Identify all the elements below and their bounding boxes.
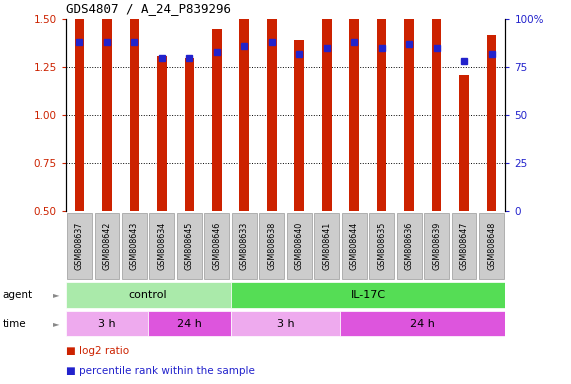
Text: GSM808640: GSM808640 [295,222,304,270]
Text: GSM808642: GSM808642 [102,222,111,270]
Text: IL-17C: IL-17C [351,290,385,300]
Bar [452,213,476,279]
Bar [150,213,174,279]
Bar [487,35,496,211]
Text: GSM808637: GSM808637 [75,222,84,270]
Text: GSM808645: GSM808645 [185,222,194,270]
Text: GSM808647: GSM808647 [460,222,469,270]
Bar [342,213,367,279]
Bar [377,0,387,211]
Bar [315,213,339,279]
Text: 24 h: 24 h [177,318,202,329]
Bar [404,0,414,211]
Text: GSM808635: GSM808635 [377,222,386,270]
Bar [459,75,469,211]
Text: GSM808643: GSM808643 [130,222,139,270]
Text: GSM808638: GSM808638 [267,222,276,270]
Text: GSM808636: GSM808636 [405,222,413,270]
Bar [267,0,276,211]
Text: 3 h: 3 h [98,318,116,329]
Bar [432,0,441,211]
Bar [239,0,249,211]
Bar [122,213,147,279]
Text: GSM808634: GSM808634 [158,222,166,270]
Bar [231,311,340,336]
Text: time: time [3,318,26,329]
Text: GDS4807 / A_24_P839296: GDS4807 / A_24_P839296 [66,2,231,15]
Text: 24 h: 24 h [411,318,435,329]
Bar [75,0,84,211]
Bar [231,282,505,308]
Bar [66,282,231,308]
Bar [397,213,421,279]
Text: GSM808633: GSM808633 [240,222,249,270]
Bar [232,213,256,279]
Bar [204,213,229,279]
Bar [102,0,112,211]
Bar [424,213,449,279]
Bar [287,213,312,279]
Bar [157,56,167,211]
Bar [177,213,202,279]
Bar [349,0,359,211]
Text: ■ log2 ratio: ■ log2 ratio [66,346,129,356]
Bar [184,58,194,211]
Text: GSM808639: GSM808639 [432,222,441,270]
Bar [340,311,505,336]
Bar [295,40,304,211]
Bar [322,0,332,211]
Bar [479,213,504,279]
Text: GSM808648: GSM808648 [487,222,496,270]
Bar [95,213,119,279]
Bar [130,0,139,211]
Bar [67,213,92,279]
Text: 3 h: 3 h [277,318,294,329]
Bar [369,213,394,279]
Text: control: control [129,290,167,300]
Bar [66,311,148,336]
Text: GSM808641: GSM808641 [322,222,331,270]
Text: ■ percentile rank within the sample: ■ percentile rank within the sample [66,366,255,376]
Text: ►: ► [54,319,60,328]
Text: agent: agent [3,290,33,300]
Bar [148,311,231,336]
Text: GSM808644: GSM808644 [349,222,359,270]
Text: GSM808646: GSM808646 [212,222,222,270]
Text: ►: ► [54,290,60,299]
Bar [259,213,284,279]
Bar [212,29,222,211]
